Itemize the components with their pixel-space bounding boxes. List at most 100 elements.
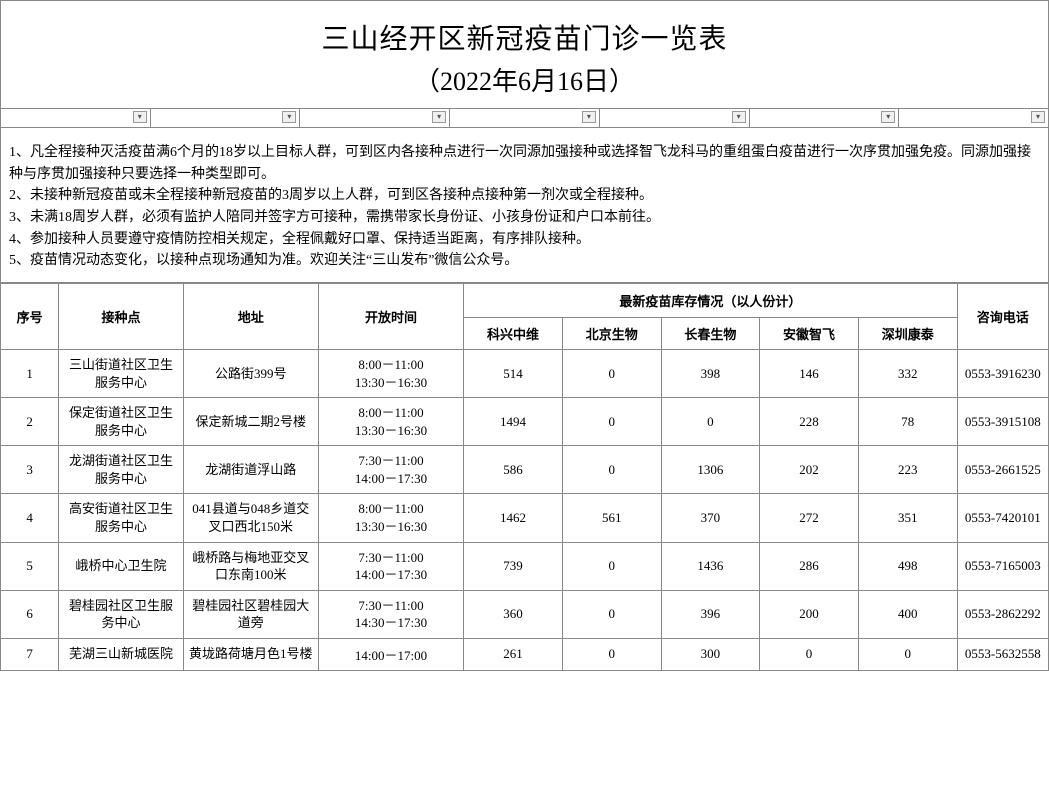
cell-time: 7:30－11:0014:00－17:30 [318,542,463,590]
filter-dropdown-icon[interactable]: ▾ [881,111,895,123]
cell-site: 峨桥中心卫生院 [59,542,184,590]
vaccine-table: 序号 接种点 地址 开放时间 最新疫苗库存情况（以人份计） 咨询电话 科兴中维北… [0,283,1049,671]
col-vaccine: 安徽智飞 [760,318,859,350]
cell-stock: 228 [760,398,859,446]
table-body: 1三山街道社区卫生服务中心公路街399号8:00－11:0013:30－16:3… [1,350,1049,671]
col-vaccine: 深圳康泰 [858,318,957,350]
filter-cell[interactable]: ▾ [300,109,450,127]
cell-stock: 1436 [661,542,760,590]
cell-site: 龙湖街道社区卫生服务中心 [59,446,184,494]
cell-addr: 龙湖街道浮山路 [183,446,318,494]
cell-stock: 272 [760,494,859,542]
filter-cell[interactable]: ▾ [750,109,900,127]
col-stock-group: 最新疫苗库存情况（以人份计） [464,284,957,318]
cell-stock: 300 [661,638,760,670]
table-row: 7芜湖三山新城医院黄垅路荷塘月色1号楼14:00－17:002610300000… [1,638,1049,670]
cell-stock: 0 [562,638,661,670]
cell-time: 8:00－11:0013:30－16:30 [318,350,463,398]
filter-cell[interactable]: ▾ [1,109,151,127]
cell-stock: 202 [760,446,859,494]
cell-addr: 041县道与048乡道交叉口西北150米 [183,494,318,542]
cell-stock: 400 [858,590,957,638]
cell-time: 8:00－11:0013:30－16:30 [318,494,463,542]
notes-block: 1、凡全程接种灭活疫苗满6个月的18岁以上目标人群，可到区内各接种点进行一次同源… [0,128,1049,283]
cell-phone: 0553-2661525 [957,446,1048,494]
cell-phone: 0553-2862292 [957,590,1048,638]
filter-cell[interactable]: ▾ [151,109,301,127]
cell-seq: 1 [1,350,59,398]
note-line: 3、未满18周岁人群，必须有监护人陪同并签字方可接种，需携带家长身份证、小孩身份… [9,207,1040,229]
col-time: 开放时间 [318,284,463,350]
cell-site: 保定街道社区卫生服务中心 [59,398,184,446]
page-subtitle: （2022年6月16日） [1,61,1048,98]
cell-stock: 261 [464,638,563,670]
page-title: 三山经开区新冠疫苗门诊一览表 [1,17,1048,57]
cell-addr: 峨桥路与梅地亚交叉口东南100米 [183,542,318,590]
cell-stock: 498 [858,542,957,590]
filter-dropdown-icon[interactable]: ▾ [1031,111,1045,123]
cell-phone: 0553-5632558 [957,638,1048,670]
cell-stock: 561 [562,494,661,542]
cell-stock: 370 [661,494,760,542]
cell-time: 7:30－11:0014:00－17:30 [318,446,463,494]
col-vaccine: 北京生物 [562,318,661,350]
filter-dropdown-icon[interactable]: ▾ [432,111,446,123]
cell-stock: 78 [858,398,957,446]
cell-seq: 7 [1,638,59,670]
filter-dropdown-icon[interactable]: ▾ [133,111,147,123]
cell-stock: 514 [464,350,563,398]
cell-stock: 0 [562,446,661,494]
table-row: 3龙湖街道社区卫生服务中心龙湖街道浮山路7:30－11:0014:00－17:3… [1,446,1049,494]
cell-stock: 146 [760,350,859,398]
filter-row: ▾ ▾ ▾ ▾ ▾ ▾ ▾ [0,108,1049,128]
cell-seq: 4 [1,494,59,542]
cell-stock: 1494 [464,398,563,446]
cell-site: 碧桂园社区卫生服务中心 [59,590,184,638]
cell-site: 芜湖三山新城医院 [59,638,184,670]
note-line: 2、未接种新冠疫苗或未全程接种新冠疫苗的3周岁以上人群，可到区各接种点接种第一剂… [9,185,1040,207]
cell-time: 8:00－11:0013:30－16:30 [318,398,463,446]
col-phone: 咨询电话 [957,284,1048,350]
cell-seq: 5 [1,542,59,590]
cell-phone: 0553-3916230 [957,350,1048,398]
filter-dropdown-icon[interactable]: ▾ [732,111,746,123]
cell-addr: 保定新城二期2号楼 [183,398,318,446]
cell-stock: 0 [562,350,661,398]
cell-seq: 3 [1,446,59,494]
cell-addr: 黄垅路荷塘月色1号楼 [183,638,318,670]
cell-stock: 332 [858,350,957,398]
cell-stock: 0 [562,542,661,590]
cell-stock: 396 [661,590,760,638]
title-block: 三山经开区新冠疫苗门诊一览表 （2022年6月16日） [0,0,1049,108]
cell-stock: 1462 [464,494,563,542]
filter-dropdown-icon[interactable]: ▾ [282,111,296,123]
col-seq: 序号 [1,284,59,350]
cell-stock: 286 [760,542,859,590]
note-line: 5、疫苗情况动态变化，以接种点现场通知为准。欢迎关注“三山发布”微信公众号。 [9,250,1040,272]
cell-site: 高安街道社区卫生服务中心 [59,494,184,542]
filter-dropdown-icon[interactable]: ▾ [582,111,596,123]
cell-stock: 0 [661,398,760,446]
filter-cell[interactable]: ▾ [600,109,750,127]
table-row: 1三山街道社区卫生服务中心公路街399号8:00－11:0013:30－16:3… [1,350,1049,398]
cell-stock: 360 [464,590,563,638]
col-vaccine: 长春生物 [661,318,760,350]
col-addr: 地址 [183,284,318,350]
cell-stock: 0 [562,398,661,446]
table-row: 2保定街道社区卫生服务中心保定新城二期2号楼8:00－11:0013:30－16… [1,398,1049,446]
cell-addr: 碧桂园社区碧桂园大道旁 [183,590,318,638]
table-row: 6碧桂园社区卫生服务中心碧桂园社区碧桂园大道旁7:30－11:0014:30－1… [1,590,1049,638]
cell-site: 三山街道社区卫生服务中心 [59,350,184,398]
col-site: 接种点 [59,284,184,350]
cell-stock: 200 [760,590,859,638]
cell-stock: 0 [562,590,661,638]
cell-time: 14:00－17:00 [318,638,463,670]
cell-phone: 0553-3915108 [957,398,1048,446]
note-line: 4、参加接种人员要遵守疫情防控相关规定，全程佩戴好口罩、保持适当距离，有序排队接… [9,229,1040,251]
filter-cell[interactable]: ▾ [899,109,1048,127]
table-row: 5峨桥中心卫生院峨桥路与梅地亚交叉口东南100米7:30－11:0014:00－… [1,542,1049,590]
filter-cell[interactable]: ▾ [450,109,600,127]
cell-seq: 6 [1,590,59,638]
cell-stock: 398 [661,350,760,398]
cell-stock: 351 [858,494,957,542]
